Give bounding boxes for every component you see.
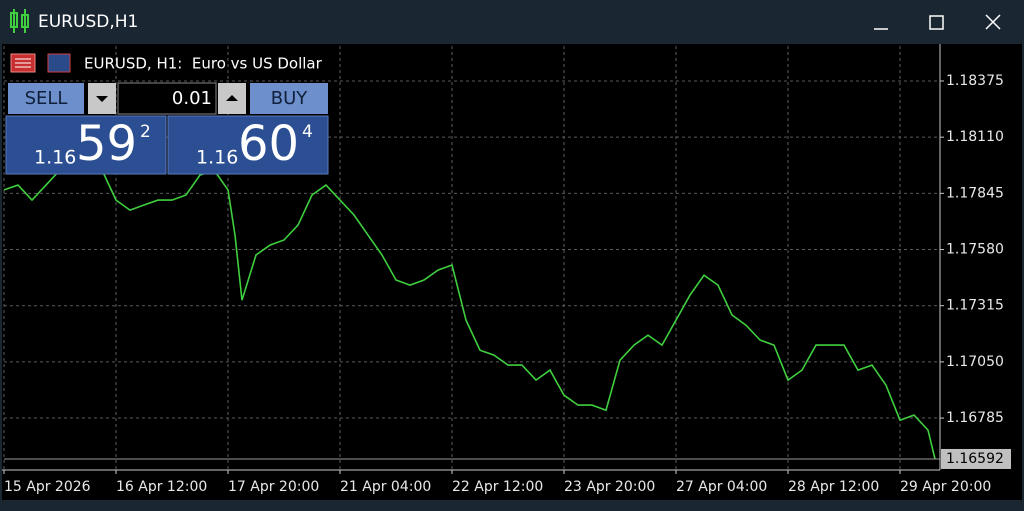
bid-main: 59 <box>76 116 137 172</box>
lot-value: 0.01 <box>172 88 212 109</box>
buy-label: BUY <box>271 88 309 109</box>
plot: 1.18375 1.18110 1.17845 1.17580 1.17315 1.170… <box>3 46 1011 495</box>
current-price-box <box>941 448 1011 469</box>
x-tick-label: 27 Apr 04:00 <box>676 479 767 495</box>
x-tick-label: 29 Apr 20:00 <box>900 479 991 495</box>
up-arrow <box>226 95 238 101</box>
ask-prefix: 1.16 <box>196 147 238 169</box>
price-line <box>3 154 936 460</box>
y-tick-label: 1.17580 <box>946 242 1004 258</box>
symbol-icons <box>10 53 71 73</box>
ask-box[interactable] <box>167 115 329 175</box>
y-tick-label: 1.17050 <box>946 354 1004 370</box>
window-title: EURUSD,H1 <box>38 12 138 32</box>
y-tick-label: 1.18110 <box>946 129 1004 145</box>
lot-input[interactable] <box>117 82 217 115</box>
close-button[interactable] <box>985 14 1001 30</box>
sell-label: SELL <box>25 88 68 109</box>
x-tick-label: 17 Apr 20:00 <box>228 479 319 495</box>
bid-box[interactable] <box>5 115 167 175</box>
sell-button[interactable] <box>8 83 84 114</box>
y-tick-label: 1.17315 <box>946 298 1004 314</box>
y-tick-label: 1.17845 <box>946 185 1004 201</box>
down-arrow <box>96 96 108 102</box>
x-tick-label: 23 Apr 20:00 <box>564 479 655 495</box>
current-price-label: 1.16592 <box>946 451 1004 467</box>
x-tick-label: 16 Apr 12:00 <box>116 479 207 495</box>
buy-button[interactable] <box>250 83 328 114</box>
app-icon <box>10 9 29 33</box>
y-tick-label: 1.16785 <box>946 410 1004 426</box>
ask-fraction: 4 <box>302 122 313 142</box>
ask-main: 60 <box>238 116 299 172</box>
bid-fraction: 2 <box>140 122 151 142</box>
chart-title: EURUSD, H1: Euro vs US Dollar <box>84 55 323 73</box>
trade-panel: SELL 0.01 BUY 1.16 59 2 1.16 60 4 <box>5 82 329 175</box>
x-tick-label: 15 Apr 2026 <box>4 479 91 495</box>
x-tick-label: 22 Apr 12:00 <box>452 479 543 495</box>
x-tick-label: 28 Apr 12:00 <box>788 479 879 495</box>
y-tick-label: 1.18375 <box>946 73 1004 89</box>
x-tick-label: 21 Apr 04:00 <box>340 479 431 495</box>
maximize-button[interactable] <box>929 15 944 30</box>
bid-prefix: 1.16 <box>34 147 76 169</box>
